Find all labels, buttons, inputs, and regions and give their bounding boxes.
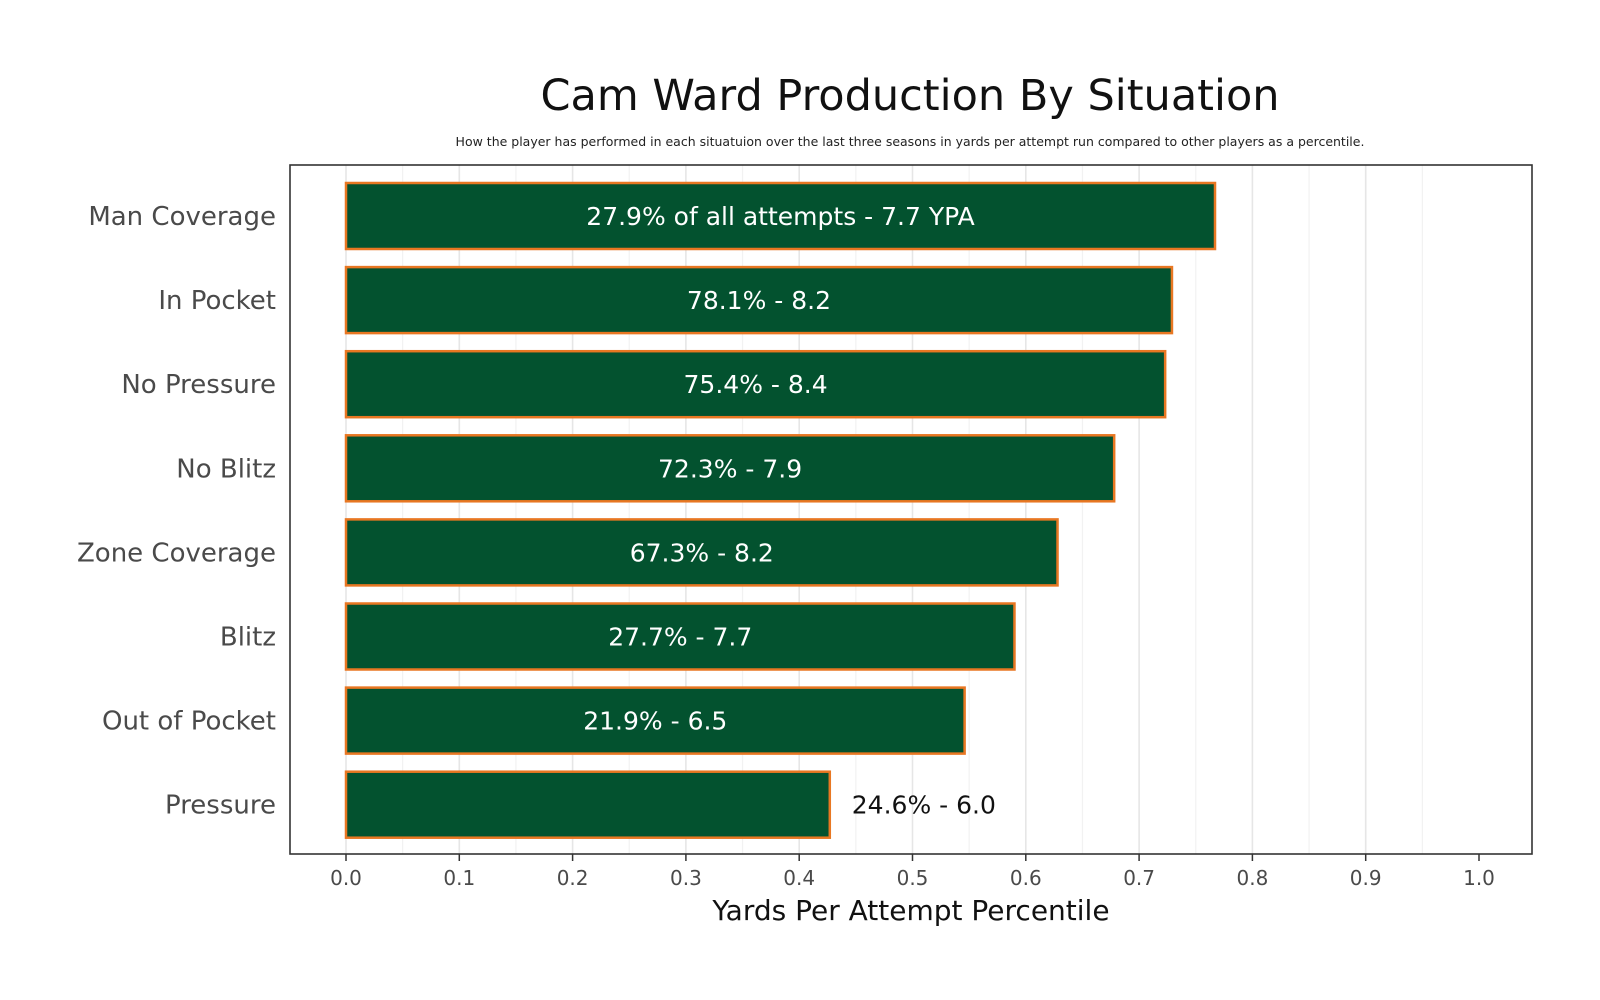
category-label: No Blitz	[176, 454, 276, 484]
bar	[344, 686, 966, 755]
data-label: 21.9% - 6.5	[583, 707, 727, 736]
tick-label: 0.0	[330, 866, 362, 890]
tick-label: 0.7	[1123, 866, 1155, 890]
chart-title: Cam Ward Production By Situation	[540, 71, 1279, 121]
tick-label: 0.4	[783, 866, 815, 890]
tick-label: 0.8	[1236, 866, 1268, 890]
x-axis-title: Yards Per Attempt Percentile	[711, 894, 1109, 927]
tick-label: 0.3	[670, 866, 702, 890]
x-axis-ticks: 0.0 0.1 0.2 0.3 0.4 0.5 0.6 0.7 0.8 0.9 1.0	[330, 854, 1495, 890]
category-label: Blitz	[220, 623, 276, 653]
category-label: No Pressure	[121, 370, 276, 400]
bar	[344, 770, 832, 839]
category-label: Pressure	[165, 791, 276, 821]
bar	[344, 349, 1167, 419]
data-label: 27.9% of all attempts - 7.7 YPA	[586, 202, 974, 231]
data-label: 78.1% - 8.2	[687, 286, 831, 315]
category-labels: Man Coverage In Pocket No Pressure No Blitz…	[77, 202, 276, 821]
category-label: Man Coverage	[88, 202, 276, 232]
tick-label: 0.1	[443, 866, 475, 890]
data-label: 67.3% - 8.2	[630, 538, 774, 567]
plot-border	[289, 164, 1533, 855]
bars: 27.9% of all attempts - 7.7 YPA 78.1% - 8…	[344, 181, 1217, 839]
bar	[344, 434, 1116, 503]
tick-label: 0.6	[1010, 866, 1042, 890]
tick-label: 1.0	[1463, 866, 1495, 890]
tick-label: 0.5	[897, 866, 929, 890]
chart-subtitle: How the player has performed in each sit…	[456, 134, 1365, 149]
data-label: 72.3% - 7.9	[658, 454, 802, 483]
bar	[344, 518, 1059, 587]
tick-label: 0.9	[1350, 866, 1382, 890]
category-label: Out of Pocket	[102, 707, 276, 737]
bar	[344, 181, 1217, 251]
data-label: 24.6% - 6.0	[852, 791, 996, 820]
category-label: In Pocket	[158, 286, 276, 316]
bar	[344, 265, 1174, 335]
data-label: 27.7% - 7.7	[608, 623, 752, 652]
category-label: Zone Coverage	[77, 538, 276, 568]
bar	[344, 602, 1016, 671]
tick-label: 0.2	[557, 866, 589, 890]
data-label: 75.4% - 8.4	[684, 370, 828, 399]
